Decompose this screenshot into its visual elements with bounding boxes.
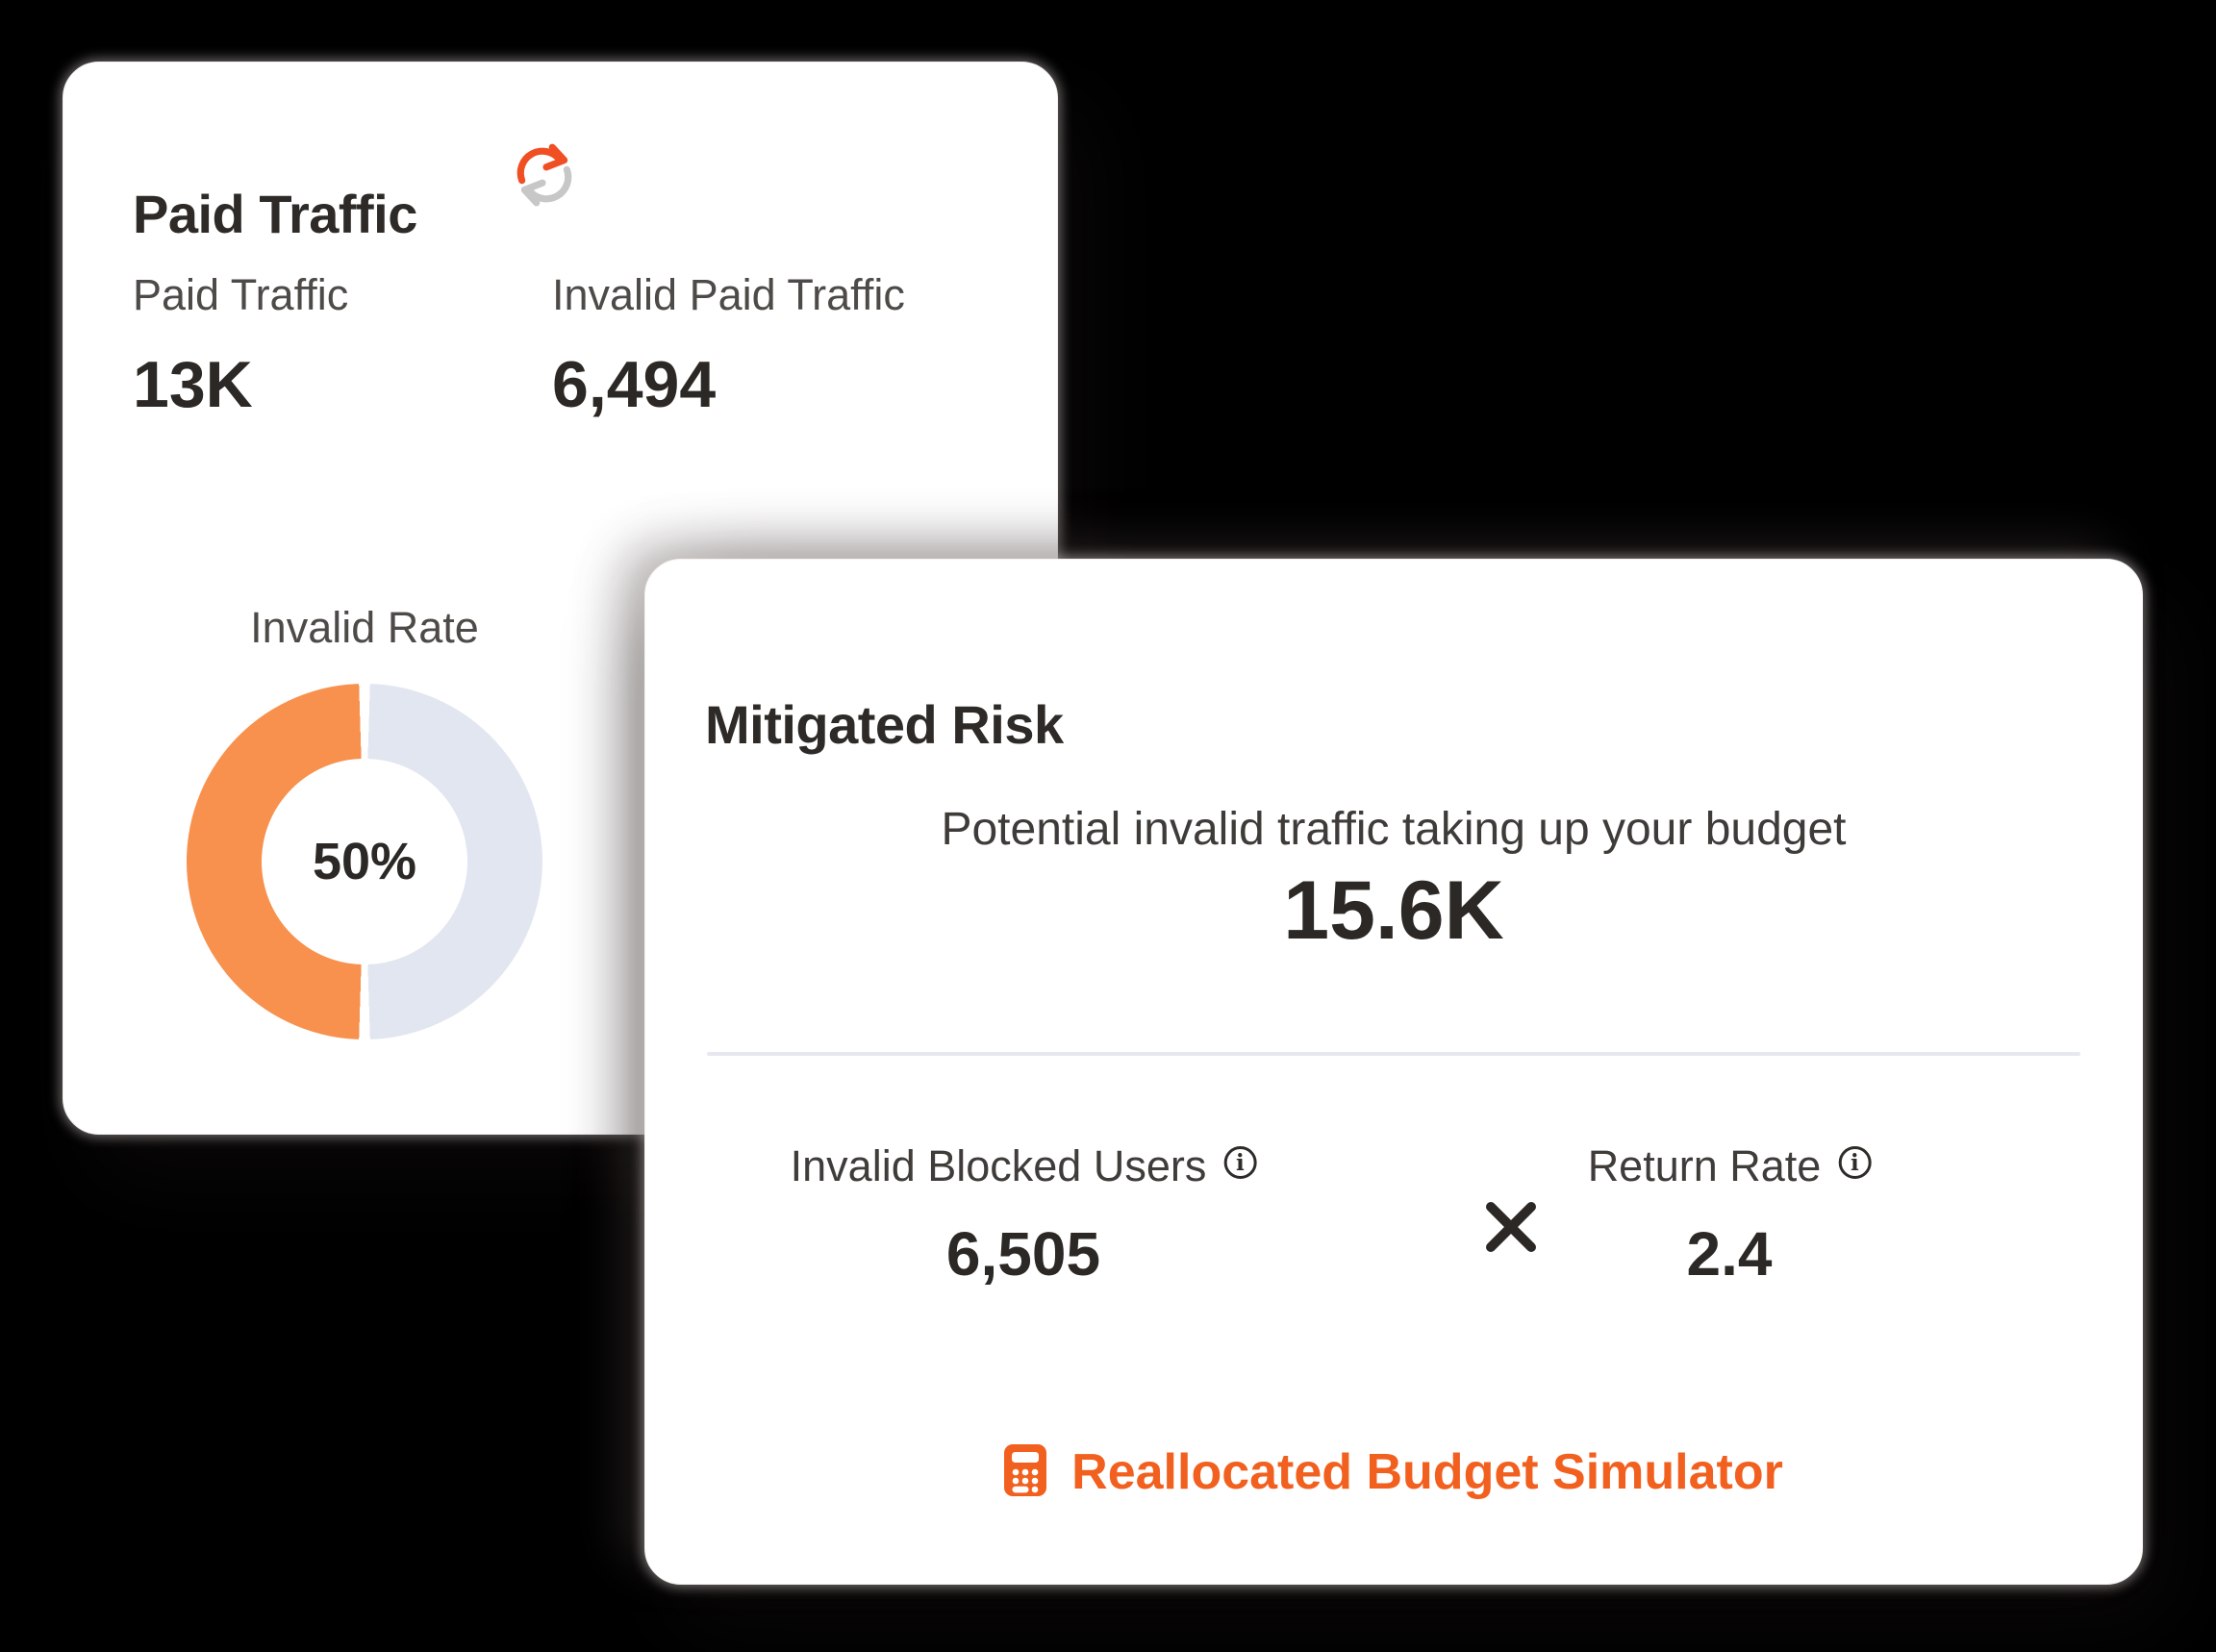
mitigated-risk-card: Mitigated Risk Potential invalid traffic… (644, 559, 2143, 1585)
return-rate-factor: Return Rate i 2.4 (1588, 1140, 1872, 1291)
refresh-icon[interactable] (511, 143, 578, 207)
budget-simulator-link[interactable]: Reallocated Budget Simulator (645, 1442, 2142, 1502)
potential-invalid-traffic-value: 15.6K (1283, 864, 1504, 957)
factor-label: Return Rate i (1588, 1140, 1872, 1192)
factor-label: Invalid Blocked Users i (791, 1140, 1257, 1192)
factor-value: 6,505 (945, 1219, 1101, 1289)
invalid-rate-label: Invalid Rate (250, 603, 479, 652)
mitigated-risk-card-title: Mitigated Risk (705, 694, 1064, 756)
invalid-blocked-users-factor: Invalid Blocked Users i 6,505 (791, 1140, 1257, 1291)
divider (707, 1052, 2080, 1056)
metric-label: Paid Traffic (133, 270, 349, 319)
metric-label: Invalid Paid Traffic (552, 270, 905, 319)
factor-label-text: Invalid Blocked Users (790, 1141, 1207, 1190)
factor-label-text: Return Rate (1587, 1141, 1822, 1190)
budget-description: Potential invalid traffic taking up your… (941, 804, 1847, 855)
metric-value: 13K (133, 348, 253, 421)
metric-value: 6,494 (552, 348, 717, 421)
paid-traffic-metric: Paid Traffic 13K (133, 269, 348, 425)
multiply-icon (1479, 1195, 1543, 1264)
donut-center-value: 50% (312, 833, 417, 890)
invalid-rate-donut: 50% (187, 684, 542, 1039)
paid-traffic-card-title: Paid Traffic (133, 184, 417, 245)
invalid-paid-traffic-metric: Invalid Paid Traffic 6,494 (552, 269, 905, 425)
calculator-icon (1004, 1443, 1047, 1501)
link-label: Reallocated Budget Simulator (1071, 1444, 1783, 1500)
factor-value: 2.4 (1686, 1219, 1773, 1289)
info-icon[interactable]: i (1223, 1146, 1257, 1179)
info-icon[interactable]: i (1838, 1146, 1872, 1179)
